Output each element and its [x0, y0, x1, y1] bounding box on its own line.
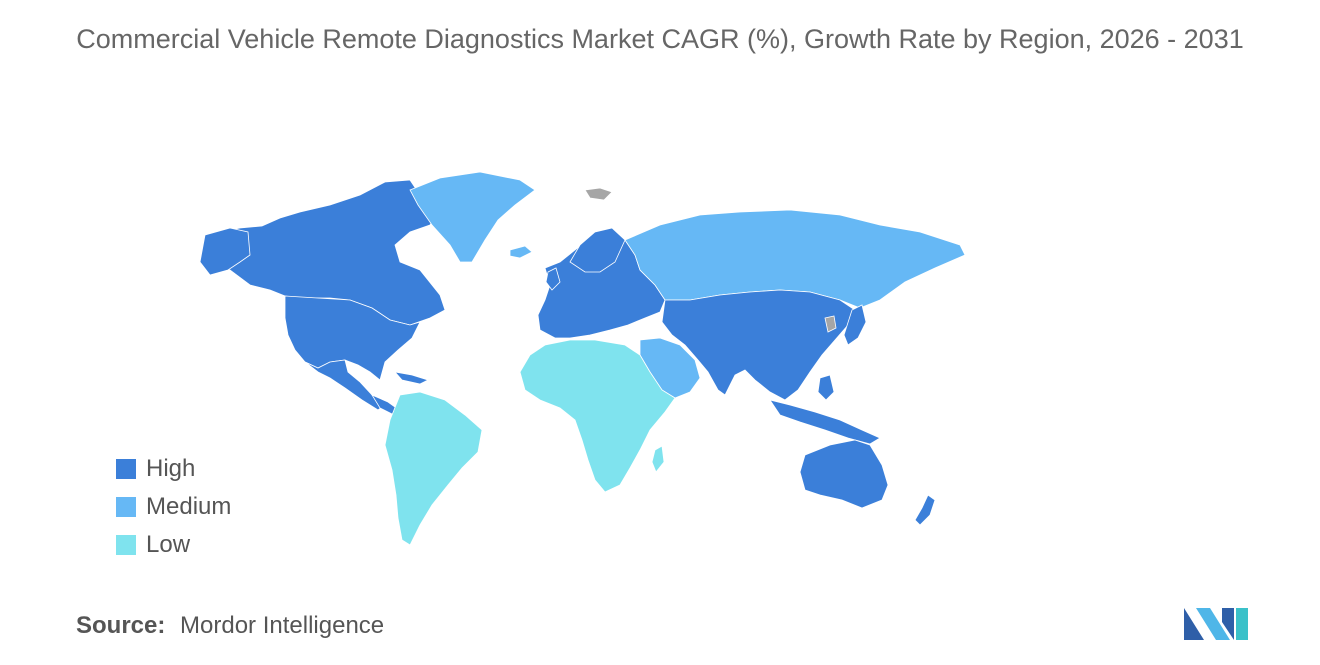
north-korea-shape [824, 315, 837, 333]
region-asia-pacific [661, 289, 936, 526]
alaska-shape [199, 227, 251, 276]
caribbean-shape [393, 371, 430, 385]
region-greenland [409, 171, 536, 263]
southeast-asia-shape [769, 399, 881, 445]
legend-item-medium: Medium [116, 488, 231, 526]
logo-left-shape [1184, 608, 1204, 640]
region-europe [537, 227, 666, 339]
legend-label-low: Low [146, 531, 191, 558]
source-label: Source: [76, 612, 166, 639]
legend-swatch-medium [116, 497, 136, 517]
chart-title: Commercial Vehicle Remote Diagnostics Ma… [76, 24, 1244, 54]
svalbard-shape [584, 187, 613, 201]
canada-shape [204, 179, 446, 326]
logo-far-right-shape [1236, 608, 1248, 640]
logo-mid-shape [1196, 608, 1230, 640]
legend-item-high: High [116, 450, 231, 488]
uk-shape [545, 267, 561, 291]
region-north-america [199, 179, 446, 425]
legend-item-low: Low [116, 526, 231, 564]
africa-shape [519, 339, 676, 493]
japan-shape [843, 304, 867, 346]
region-south-america [384, 391, 483, 546]
legend-label-medium: Medium [146, 493, 232, 520]
philippines-shape [817, 374, 835, 401]
region-africa [519, 339, 676, 493]
legend-swatch-low [116, 535, 136, 555]
world-map [199, 171, 966, 546]
source-line: Source: Mordor Intelligence [76, 612, 384, 640]
mordor-intelligence-logo [1184, 608, 1248, 640]
south-america-shape [384, 391, 483, 546]
source-value: Mordor Intelligence [180, 612, 385, 639]
legend-swatch-high [116, 459, 136, 479]
new-zealand-shape [914, 494, 936, 526]
legend: High Medium Low [116, 450, 231, 564]
region-no-data [584, 187, 837, 333]
asia-shape [661, 289, 856, 401]
logo-right-shape [1222, 608, 1234, 640]
madagascar-shape [651, 445, 665, 473]
australia-shape [799, 439, 889, 509]
iceland-shape [509, 245, 533, 259]
usa-shape [284, 295, 421, 381]
legend-label-high: High [146, 455, 196, 482]
greenland-shape [409, 171, 536, 263]
